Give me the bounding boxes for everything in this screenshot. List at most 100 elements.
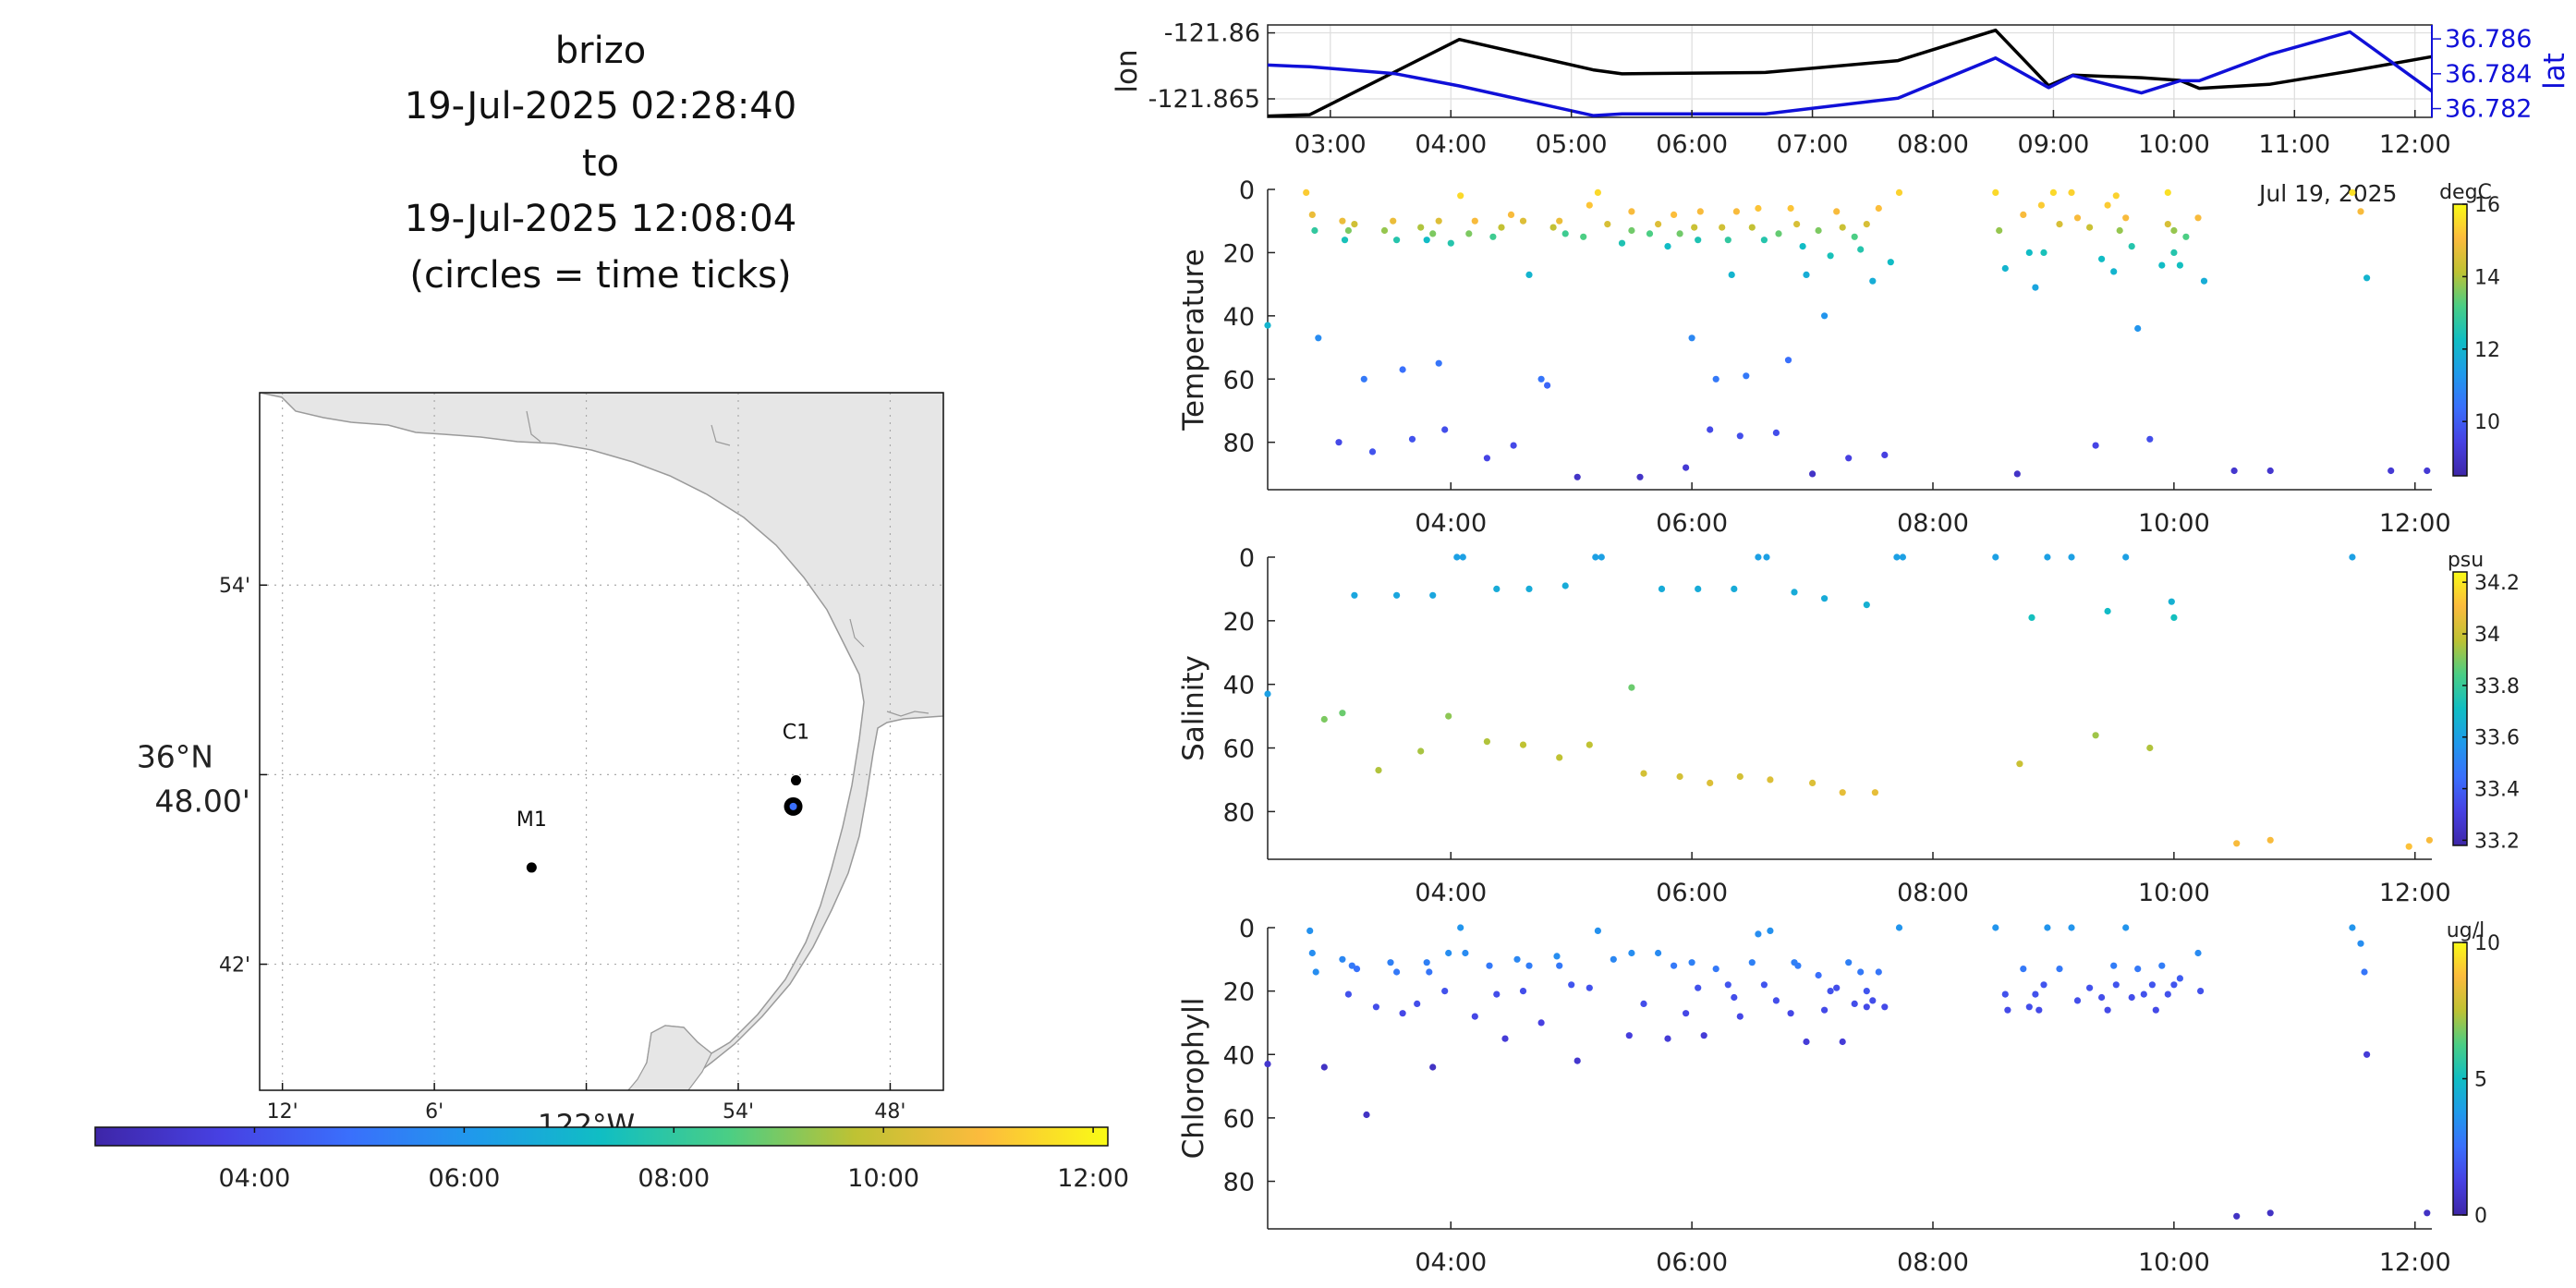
chlorophyll-data-point (1828, 988, 1834, 994)
salinity-data-point (1586, 742, 1593, 748)
lonlat-x-tick-label: 03:00 (1294, 130, 1367, 159)
chlorophyll-data-point (1731, 994, 1737, 1001)
temperature-data-point (1342, 237, 1348, 243)
temperature-data-point (1400, 366, 1406, 372)
chlorophyll-x-tick-label: 06:00 (1656, 1248, 1728, 1277)
chlorophyll-data-point (2357, 941, 2363, 947)
salinity-y-tick-label: 60 (1223, 735, 1255, 764)
salinity-data-point (1628, 685, 1634, 691)
temperature-data-point (1309, 212, 1316, 218)
lonlat-panel: 03:00 04:00 05:00 06:00 07:00 08:00 09:00 10:00… (1111, 19, 2571, 207)
temperature-data-point (1773, 430, 1780, 436)
chlorophyll-x-tick-label: 08:00 (1897, 1248, 1969, 1277)
chlorophyll-data-point (1628, 950, 1634, 956)
temperature-data-point (1833, 208, 1840, 214)
temperature-data-point (2038, 202, 2045, 209)
lonlat-lines (1268, 30, 2432, 116)
chlorophyll-y-tick-label: 20 (1223, 978, 1255, 1007)
temperature-data-point (2146, 436, 2153, 443)
chlorophyll-data-point (1501, 1036, 1508, 1042)
salinity-data-point (2105, 608, 2111, 614)
temperature-x-tick-label: 10:00 (2138, 509, 2210, 538)
temperature-data-point (1646, 230, 1653, 237)
mooring-marker (527, 862, 537, 872)
temperature-data-point (1424, 237, 1430, 243)
temperature-data-point (1888, 259, 1894, 265)
chlorophyll-data-point (2098, 994, 2105, 1001)
salinity-data-point (1598, 553, 1605, 560)
lon-y-tick-label: -121.865 (1148, 85, 1260, 114)
temperature-data-point (1595, 189, 1601, 196)
salinity-data-point (1393, 592, 1400, 599)
salinity-data-point (2028, 614, 2035, 621)
temperature-data-point (1996, 227, 2002, 234)
temperature-data-point (1725, 237, 1732, 243)
temperature-data-point (1390, 218, 1396, 225)
temperature-data-point (1845, 455, 1852, 461)
chlorophyll-data-point (2197, 988, 2204, 994)
salinity-data-point (1893, 553, 1900, 560)
temperature-data-point (1749, 225, 1756, 231)
chlorophyll-data-point (1586, 985, 1593, 991)
salinity-data-point (2068, 553, 2074, 560)
temperature-data-point (1409, 436, 1416, 443)
salinity-y-tick-label: 20 (1223, 608, 1255, 637)
temperature-data-point (2098, 256, 2105, 262)
chlorophyll-data-point (1840, 1039, 1846, 1045)
chlorophyll-colorbar-tick-label: 5 (2474, 1069, 2487, 1092)
temperature-data-point (1761, 237, 1768, 243)
salinity-x-tick-label: 04:00 (1415, 879, 1487, 907)
salinity-data-point (1821, 595, 1828, 601)
salinity-colorbar-tick-label: 33.4 (2474, 779, 2520, 802)
salinity-colorbar-unit: psu (2448, 549, 2484, 572)
chlorophyll-data-point (1429, 1063, 1436, 1070)
chlorophyll-data-point (1424, 959, 1430, 966)
temperature-data-point (1800, 243, 1806, 249)
temperature-data-point (1465, 230, 1472, 237)
temperature-y-tick-label: 0 (1239, 176, 1255, 205)
chlorophyll-data-point (2074, 997, 2081, 1003)
temperature-data-point (1586, 202, 1593, 209)
chlorophyll-data-point (2177, 975, 2183, 981)
salinity-data-point (2016, 760, 2023, 767)
chlorophyll-y-tick-label: 80 (1223, 1169, 1255, 1197)
chlorophyll-data-point (2134, 966, 2141, 972)
chlorophyll-data-point (2002, 991, 2009, 998)
salinity-data-point (1484, 738, 1490, 745)
lat-y-tick-label: 36.784 (2445, 60, 2532, 89)
temperature-data-point (1525, 272, 1532, 278)
map-y-tick-label: 42' (219, 954, 250, 978)
chlorophyll-data-point (1671, 963, 1677, 969)
temperature-data-point (2002, 265, 2009, 272)
salinity-colorbar-tick-label: 33.8 (2474, 675, 2520, 699)
salinity-x-tick-label: 12:00 (2379, 879, 2451, 907)
salinity-data-point (1562, 582, 1569, 589)
time-colorbar-tick-label: 10:00 (847, 1164, 919, 1193)
temperature-data-point (1677, 230, 1683, 237)
chlorophyll-y-tick-label: 0 (1239, 915, 1255, 943)
temperature-data-point (1852, 234, 1858, 240)
chlorophyll-data-point (1472, 1014, 1478, 1020)
temperature-data-point (1520, 218, 1526, 225)
temperature-data-point (1896, 189, 1902, 196)
chlorophyll-data-point (2020, 966, 2026, 972)
salinity-data-point (1525, 586, 1532, 592)
temperature-data-point (1580, 234, 1586, 240)
map-x-tick-label: 48' (874, 1100, 905, 1124)
chlorophyll-data-point (2035, 1007, 2042, 1014)
temperature-data-point (1881, 452, 1888, 458)
chlorophyll-data-point (1387, 959, 1393, 966)
salinity-data-point (2170, 614, 2177, 621)
salinity-data-point (1659, 586, 1665, 592)
salinity-data-point (1731, 586, 1737, 592)
temperature-colorbar-tick-label: 12 (2474, 339, 2500, 362)
chlorophyll-data-point (1864, 1003, 1870, 1010)
chlorophyll-y-tick-label: 60 (1223, 1105, 1255, 1134)
temperature-data-point (2134, 325, 2141, 332)
lonlat-ticks: 03:00 04:00 05:00 06:00 07:00 08:00 09:00 10:00… (1148, 19, 2533, 207)
temperature-data-point (1562, 230, 1569, 237)
temperature-data-point (1733, 208, 1740, 214)
temperature-data-point (1821, 312, 1828, 319)
temperature-data-point (2129, 243, 2135, 249)
lat-y-tick-label: 36.782 (2445, 95, 2532, 124)
